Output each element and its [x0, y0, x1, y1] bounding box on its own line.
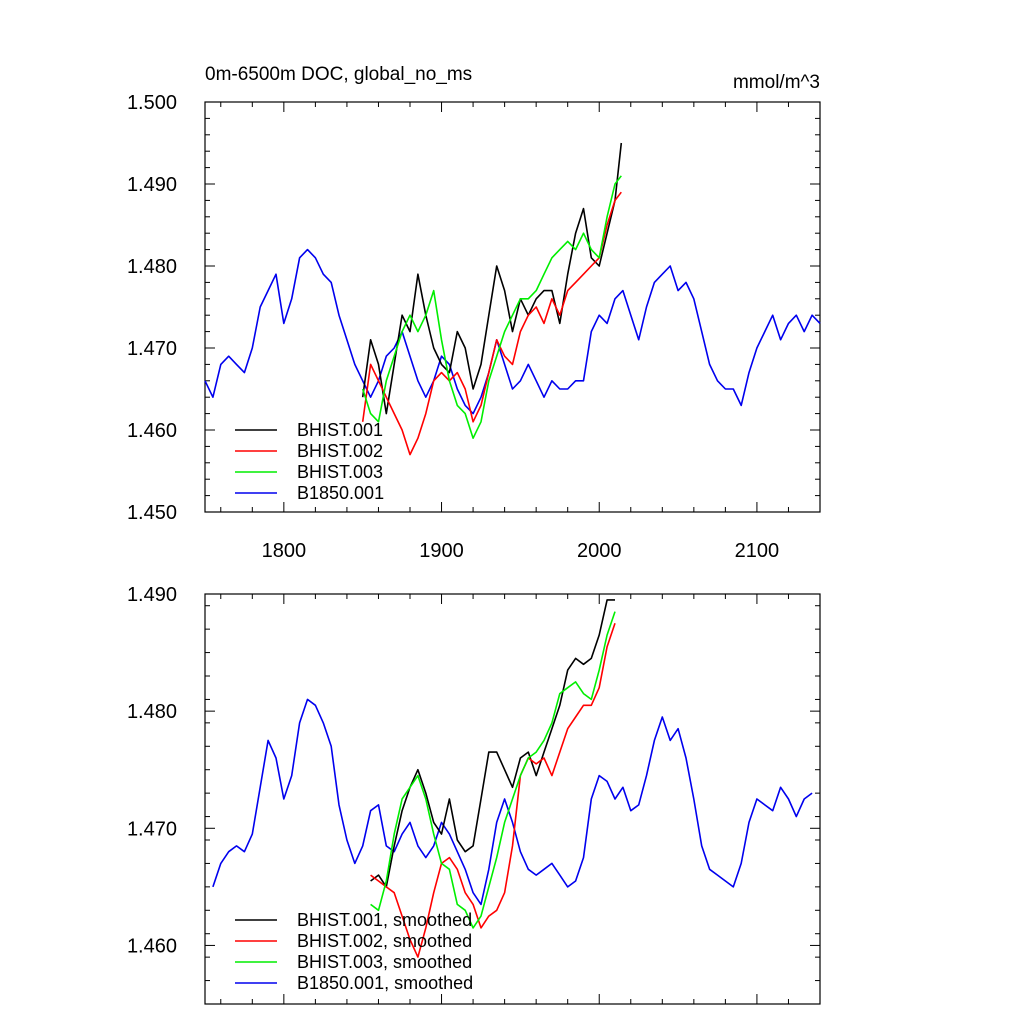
y-tick-label: 1.480: [127, 256, 177, 278]
series-line-1: [361, 191, 622, 456]
y-tick-label: 1.450: [127, 502, 177, 524]
series-line-3: [212, 698, 813, 906]
legend-label: BHIST.001, smoothed: [297, 910, 472, 930]
legend-label: BHIST.002: [297, 441, 383, 461]
x-tick-label: 2000: [577, 540, 622, 562]
axis-ticks: 1.450 1.460 1.470 1.480 1.490 1.500 1800 1900 20…: [127, 92, 821, 562]
y-tick-label: 1.470: [127, 338, 177, 360]
legend-label: BHIST.003: [297, 462, 383, 482]
x-tick-label: 2100: [735, 540, 780, 562]
plot-frame: [204, 101, 821, 513]
series-line-2: [370, 611, 616, 929]
y-tick-label: 1.480: [127, 701, 177, 723]
y-tick-label: 1.460: [127, 935, 177, 957]
legend-label: B1850.001: [297, 483, 384, 503]
axis-ticks: 1.460 1.470 1.480 1.490: [127, 584, 821, 1005]
top-panel: 0m-6500m DOC, global_no_ms mmol/m^3 1.45…: [127, 64, 821, 562]
series-line-3: [204, 248, 821, 415]
y-tick-label: 1.490: [127, 174, 177, 196]
series-line-1: [370, 623, 616, 958]
y-tick-label: 1.470: [127, 818, 177, 840]
y-tick-label: 1.500: [127, 92, 177, 114]
legend-label: BHIST.003, smoothed: [297, 952, 472, 972]
x-tick-label: 1900: [419, 540, 464, 562]
series-lines: [212, 599, 813, 958]
series-line-2: [361, 175, 622, 440]
plot-frame: [204, 593, 821, 1005]
legend-label: BHIST.002, smoothed: [297, 931, 472, 951]
y-tick-label: 1.490: [127, 584, 177, 606]
units-label: mmol/m^3: [733, 72, 820, 93]
x-tick-label: 1800: [262, 540, 307, 562]
legend-label: BHIST.001: [297, 420, 383, 440]
series-lines: [204, 142, 821, 456]
legend-label: B1850.001, smoothed: [297, 973, 473, 993]
chart-title: 0m-6500m DOC, global_no_ms: [205, 64, 472, 85]
y-tick-label: 1.460: [127, 420, 177, 442]
bottom-panel: 1.460 1.470 1.480 1.490 BHIST.001, smoothed…: [127, 584, 821, 1005]
